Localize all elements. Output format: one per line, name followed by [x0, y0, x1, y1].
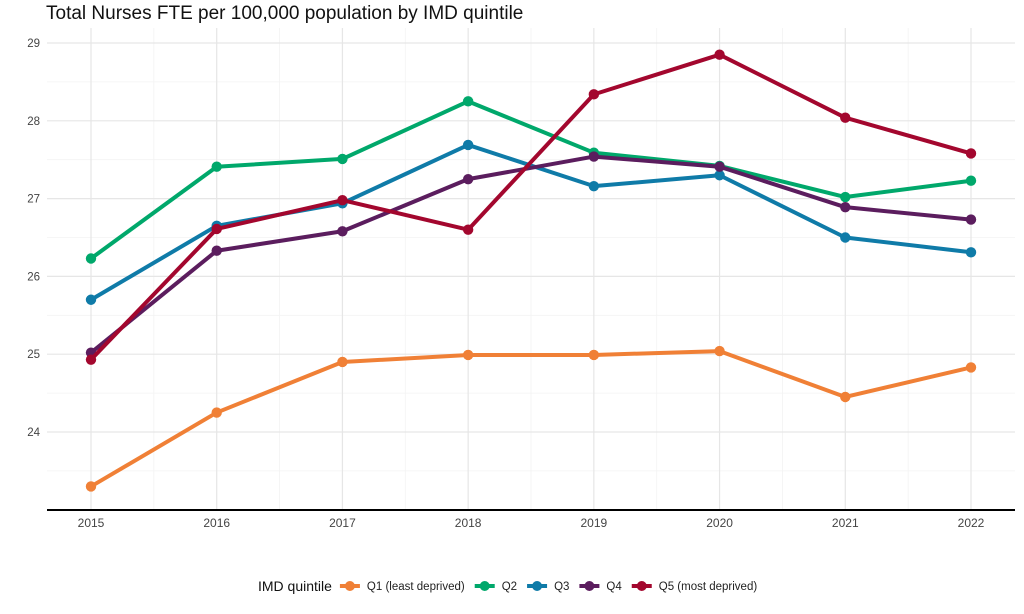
data-point — [337, 154, 347, 164]
y-tick-label: 25 — [27, 349, 40, 361]
y-tick-label: 29 — [27, 38, 40, 50]
legend-label: Q4 — [606, 581, 622, 593]
legend-item: Q4 — [579, 581, 622, 593]
x-tick-label: 2015 — [78, 516, 105, 530]
data-point — [966, 362, 976, 372]
data-point — [86, 354, 96, 364]
legend: IMD quintile Q1 (least deprived) Q2 Q3 Q4 Q5 … — [258, 578, 757, 594]
data-point — [212, 246, 222, 256]
data-point — [337, 357, 347, 367]
data-point — [463, 140, 473, 150]
legend-item: Q1 (least deprived) — [340, 581, 465, 593]
data-point — [589, 350, 599, 360]
legend-key-point — [480, 581, 490, 591]
line-chart: 24 25 26 27 28 29 2015 2016 2017 2018 2019 2020 2021… — [0, 0, 1024, 614]
data-point — [840, 192, 850, 202]
y-tick-label: 26 — [27, 271, 40, 283]
data-point — [966, 148, 976, 158]
data-point — [589, 151, 599, 161]
data-point — [212, 162, 222, 172]
legend-item: Q5 (most deprived) — [632, 581, 758, 593]
data-point — [966, 247, 976, 257]
data-point — [463, 350, 473, 360]
legend-label: Q2 — [502, 581, 517, 593]
legend-label: Q1 (least deprived) — [367, 581, 465, 593]
data-point — [212, 407, 222, 417]
legend-label: Q3 — [554, 581, 569, 593]
x-tick-label: 2018 — [455, 516, 482, 530]
data-point — [840, 392, 850, 402]
data-point — [463, 174, 473, 184]
data-point — [840, 112, 850, 122]
data-point — [966, 214, 976, 224]
legend-key-point — [637, 581, 647, 591]
chart-root: Total Nurses FTE per 100,000 population … — [0, 0, 1024, 614]
x-tick-label: 2020 — [706, 516, 733, 530]
legend-title: IMD quintile — [258, 578, 332, 594]
data-point — [714, 49, 724, 59]
data-point — [337, 226, 347, 236]
legend-key-point — [584, 581, 594, 591]
y-tick-label: 27 — [27, 194, 40, 206]
x-tick-label: 2019 — [581, 516, 608, 530]
data-point — [840, 202, 850, 212]
y-tick-label: 28 — [27, 116, 40, 128]
data-point — [212, 224, 222, 234]
legend-key-point — [345, 581, 355, 591]
legend-key-point — [532, 581, 542, 591]
data-point — [966, 176, 976, 186]
data-point — [463, 225, 473, 235]
legend-item: Q2 — [475, 581, 517, 593]
data-point — [86, 253, 96, 263]
data-point — [589, 89, 599, 99]
legend-item: Q3 — [527, 581, 569, 593]
y-tick-label: 24 — [27, 427, 40, 439]
legend-label: Q5 (most deprived) — [659, 581, 758, 593]
data-point — [463, 96, 473, 106]
x-tick-label: 2017 — [329, 516, 356, 530]
data-point — [86, 295, 96, 305]
data-point — [714, 346, 724, 356]
data-point — [86, 481, 96, 491]
data-point — [337, 195, 347, 205]
x-tick-label: 2016 — [203, 516, 230, 530]
x-tick-label: 2022 — [958, 516, 985, 530]
data-point — [840, 232, 850, 242]
data-point — [589, 181, 599, 191]
data-point — [714, 162, 724, 172]
x-tick-label: 2021 — [832, 516, 859, 530]
